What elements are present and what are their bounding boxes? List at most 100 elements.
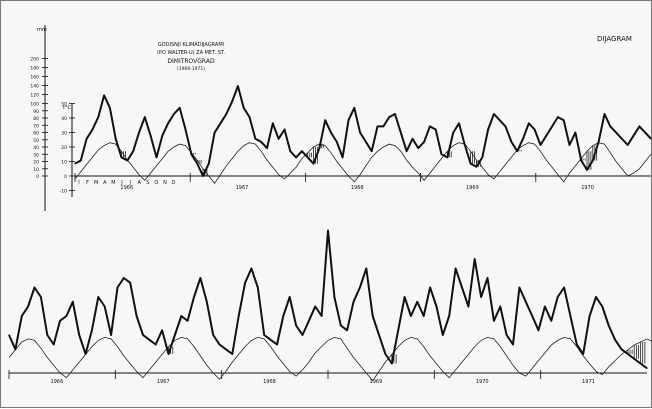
precipitation-point xyxy=(608,324,610,327)
precipitation-point xyxy=(321,315,323,317)
precipitation-point xyxy=(359,132,361,134)
y-right-tick-label: 20 xyxy=(61,145,67,151)
precipitation-point xyxy=(289,150,291,152)
year-label: 1970 xyxy=(476,379,489,385)
y-left-unit: mm xyxy=(37,27,47,33)
precipitation-point xyxy=(442,334,444,336)
precipitation-point xyxy=(91,128,94,131)
precipitation-point xyxy=(14,348,16,350)
precipitation-point xyxy=(376,125,379,127)
precipitation-point xyxy=(372,315,374,317)
precipitation-point xyxy=(378,334,380,336)
precipitation-point xyxy=(116,286,119,289)
precipitation-point xyxy=(576,343,578,346)
precipitation-point xyxy=(640,362,642,365)
precipitation-point xyxy=(394,113,396,115)
y-left-tick-label: 0 xyxy=(36,174,39,180)
precipitation-point xyxy=(440,153,443,155)
precipitation-point xyxy=(371,150,373,152)
precipitation-point xyxy=(312,163,315,165)
precipitation-point xyxy=(569,315,572,317)
precipitation-point xyxy=(231,353,233,355)
month-label: N xyxy=(163,180,167,186)
precipitation-point xyxy=(621,138,623,140)
year-label: 1969 xyxy=(370,379,383,385)
precipitation-point xyxy=(324,119,326,121)
precipitation-point xyxy=(528,122,530,124)
precipitation-point xyxy=(243,107,245,109)
year-label: 1966 xyxy=(120,185,133,191)
y-right-tick-label: 30 xyxy=(61,131,67,137)
precipitation-line xyxy=(74,85,652,177)
y-left-tick-label: 50 xyxy=(33,138,39,144)
year-label: 1971 xyxy=(582,379,595,385)
precipitation-point xyxy=(342,156,344,158)
precipitation-point xyxy=(352,301,355,303)
precipitation-point xyxy=(474,258,476,260)
panel-upper: 1966 1967 1968 1969 1970 xyxy=(74,85,652,191)
precipitation-point xyxy=(487,128,489,131)
y-left-tick-label: 10 xyxy=(33,167,39,173)
precipitation-point xyxy=(248,116,251,118)
precipitation-point xyxy=(85,353,87,355)
precipitation-point xyxy=(219,122,222,124)
precipitation-point xyxy=(493,320,495,322)
precipitation-point xyxy=(104,305,106,308)
precipitation-point xyxy=(196,163,198,165)
precipitation-point xyxy=(238,315,240,317)
precipitation-point xyxy=(327,229,329,232)
y-left-tick-label: 160 xyxy=(30,75,39,81)
year-label: 1967 xyxy=(236,185,249,191)
y-left-tick-label: 120 xyxy=(30,93,39,99)
precipitation-point xyxy=(506,334,508,336)
month-label: A xyxy=(137,180,141,186)
precipitation-point xyxy=(138,132,140,134)
precipitation-point xyxy=(429,286,431,289)
month-label: O xyxy=(154,180,158,186)
precipitation-point xyxy=(237,85,239,87)
precipitation-point xyxy=(568,144,571,146)
title-line-3: DIMITROVGRAD xyxy=(167,58,215,65)
precipitation-point xyxy=(208,163,210,165)
precipitation-point xyxy=(167,122,169,124)
precipitation-point xyxy=(231,101,233,103)
precipitation-point xyxy=(97,296,99,298)
precipitation-point xyxy=(391,362,393,365)
precipitation-point xyxy=(592,159,594,162)
precipitation-point xyxy=(486,277,489,279)
precipitation-point xyxy=(603,113,606,115)
precipitation-point xyxy=(423,315,425,317)
precipitation-point xyxy=(129,282,131,284)
y-left-tick-label: 20 xyxy=(33,160,39,166)
precipitation-point xyxy=(333,296,335,298)
precipitation-point xyxy=(574,132,577,134)
precipitation-point xyxy=(464,144,466,146)
precipitation-point xyxy=(365,267,367,270)
y-left-tick-label: 180 xyxy=(30,66,39,72)
y-left-tick-label: 70 xyxy=(33,123,39,129)
precipitation-point xyxy=(91,329,93,331)
y-right-tick-label: 0 xyxy=(64,174,67,180)
precipitation-point xyxy=(179,107,181,109)
precipitation-point xyxy=(120,156,123,158)
precipitation-point xyxy=(263,334,265,336)
precipitation-point xyxy=(499,305,501,308)
year-label: 1970 xyxy=(581,185,594,191)
precipitation-point xyxy=(190,153,192,155)
month-label: M xyxy=(111,180,115,186)
precipitation-point xyxy=(276,343,278,346)
year-label: 1967 xyxy=(157,379,170,385)
precipitation-point xyxy=(384,353,386,355)
precipitation-point xyxy=(336,141,338,143)
precipitation-point xyxy=(539,144,542,146)
y-left-tick-label: 200 xyxy=(30,57,39,63)
precipitation-point xyxy=(187,320,189,322)
precipitation-point xyxy=(512,343,514,346)
precipitation-point xyxy=(86,138,88,140)
precipitation-point xyxy=(167,353,170,355)
precipitation-point xyxy=(359,286,361,289)
title-line-2: (PO WALTER-U) ZA MET. ST. xyxy=(157,50,225,56)
precipitation-point xyxy=(609,125,611,127)
